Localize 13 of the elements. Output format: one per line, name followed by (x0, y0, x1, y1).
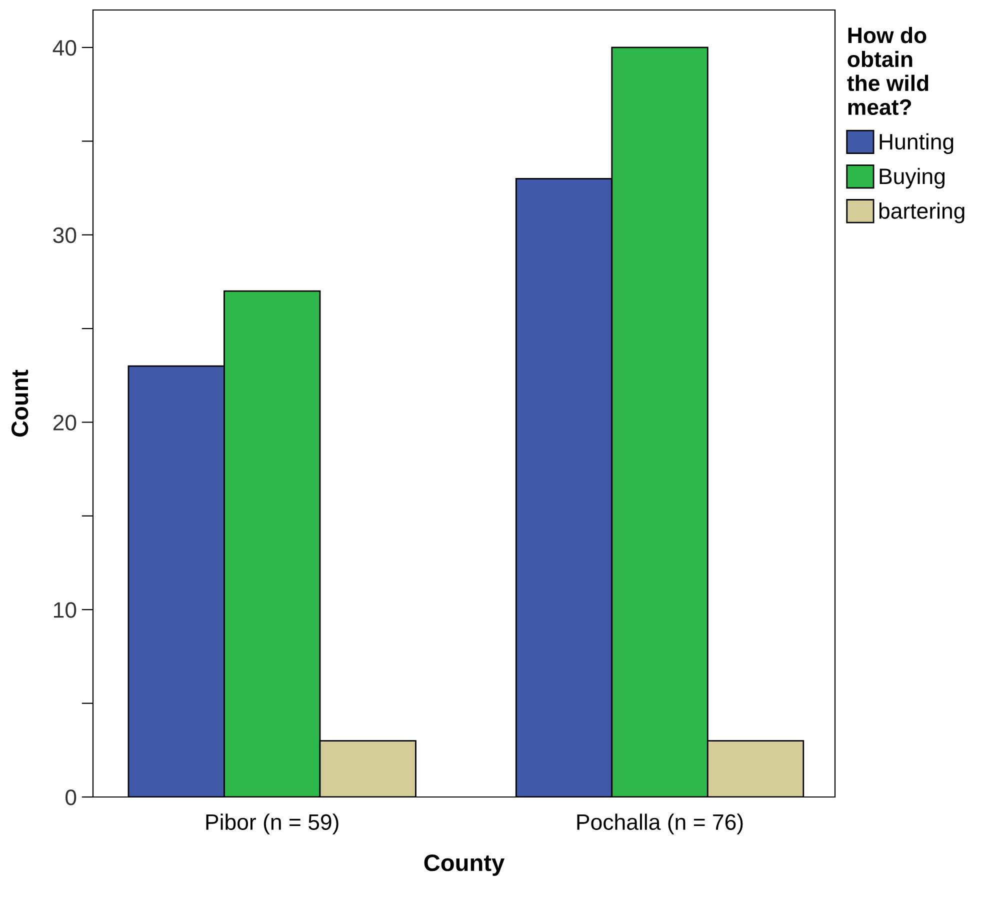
x-axis-title: County (424, 854, 505, 876)
legend-label: Buying (880, 168, 945, 189)
y-tick-label: 0 (66, 790, 76, 806)
y-tick-label: 30 (53, 227, 76, 244)
legend-label: bartering (879, 202, 964, 224)
y-tick-label: 10 (54, 602, 76, 618)
legend-title: How do obtain the wild meat? (847, 26, 928, 116)
legend-label: Hunting (880, 133, 954, 154)
y-tick-label: 40 (52, 40, 76, 56)
y-axis-title: Count (11, 370, 28, 437)
x-tick-label: Pibor (n = 59) (206, 814, 338, 834)
x-tick-label: Pochalla (n = 76) (577, 814, 743, 834)
y-tick-label: 20 (53, 414, 76, 431)
